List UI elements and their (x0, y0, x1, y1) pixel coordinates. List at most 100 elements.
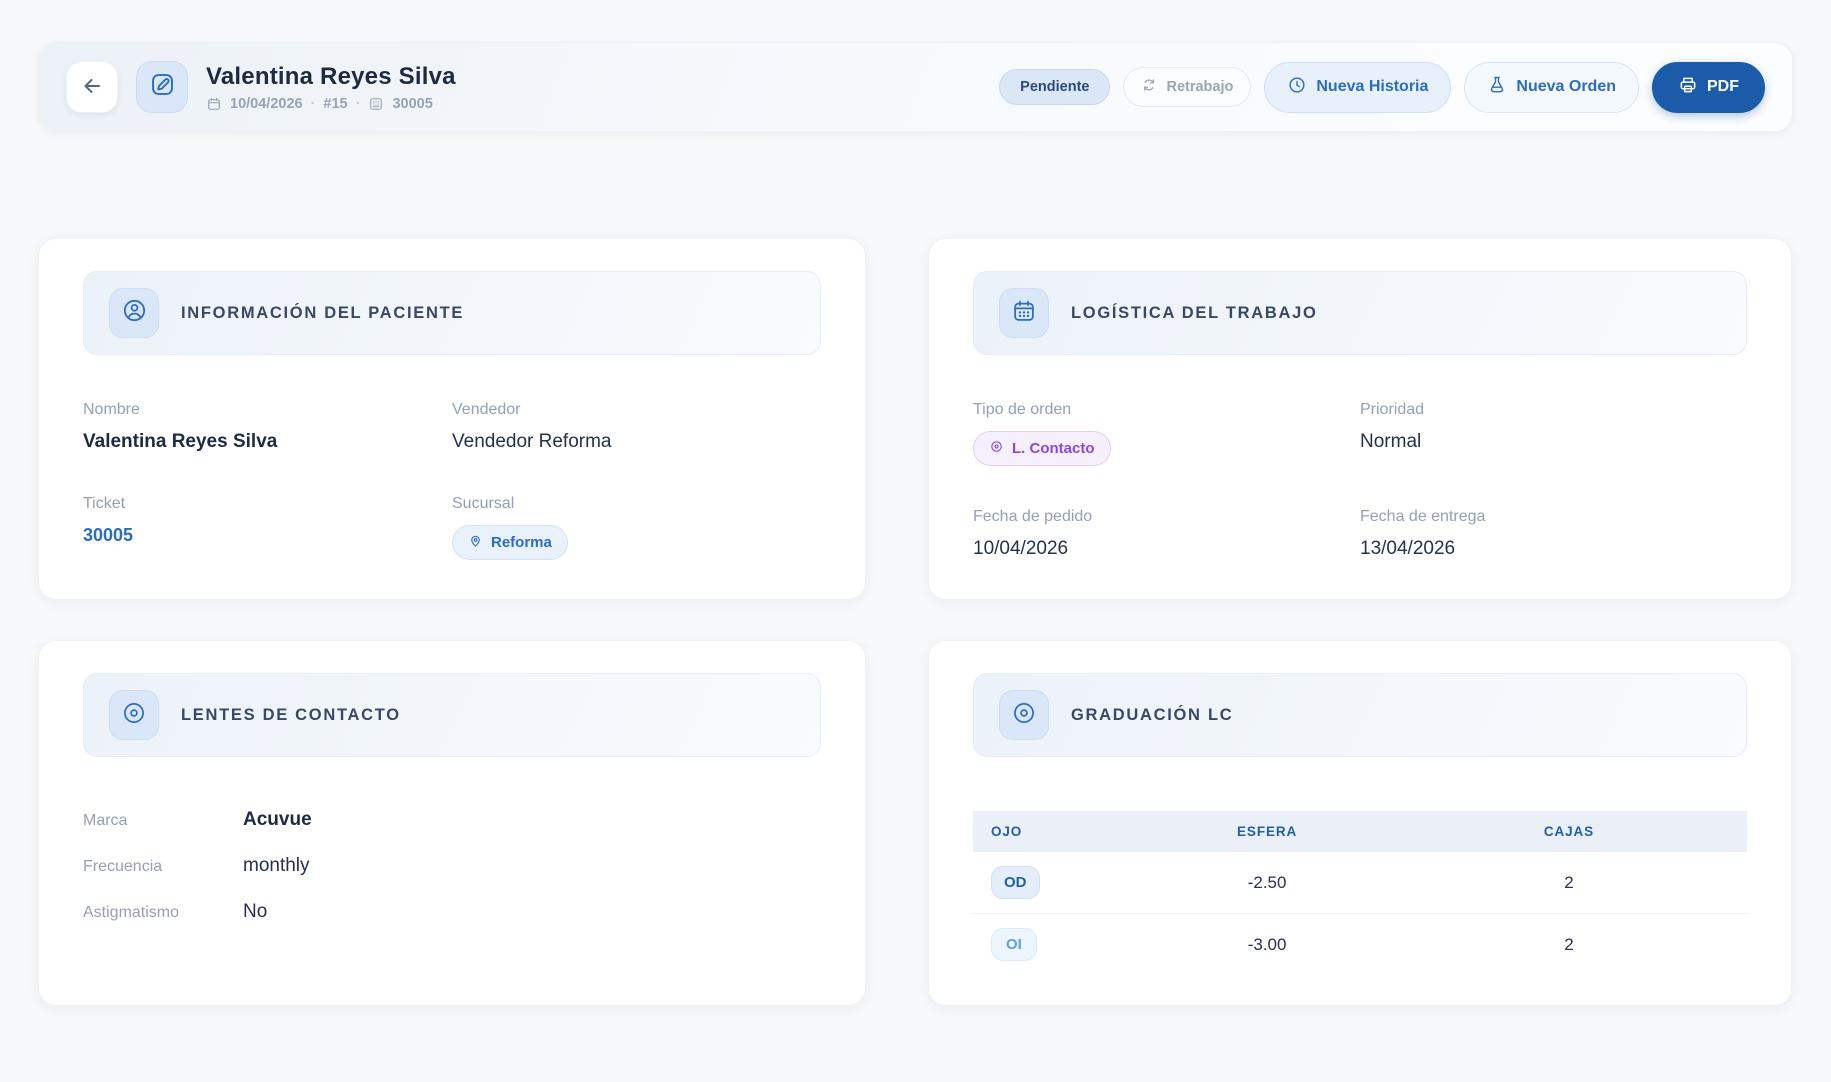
page-title: Valentina Reyes Silva (206, 62, 456, 90)
title-block: Valentina Reyes Silva 10/04/2026 · #15 ·… (206, 63, 456, 112)
logistics-card: LOGÍSTICA DEL TRABAJO Tipo de orden L. C… (928, 238, 1792, 600)
frecuencia-label: Frecuencia (83, 858, 163, 875)
calendar-icon (1011, 298, 1037, 329)
patient-info-card: INFORMACIÓN DEL PACIENTE Nombre Valentin… (38, 238, 866, 600)
nombre-value: Valentina Reyes Silva (83, 431, 278, 452)
nombre-label: Nombre (83, 401, 140, 418)
sucursal-badge-label: Reforma (491, 534, 552, 551)
header-date: 10/04/2026 (230, 95, 303, 112)
receipt-icon (368, 96, 384, 112)
map-pin-icon (468, 533, 483, 552)
table-row-oi: OI -3.00 2 (973, 914, 1747, 976)
patient-card-title: INFORMACIÓN DEL PACIENTE (181, 303, 465, 322)
logistics-fields: Tipo de orden L. Contacto Prioridad Norm… (973, 401, 1747, 560)
tipo-orden-badge-label: L. Contacto (1012, 440, 1095, 457)
graduation-chip (999, 690, 1049, 740)
oi-cajas-value: 2 (1564, 934, 1574, 954)
table-row-od: OD -2.50 2 (973, 852, 1747, 914)
lens-row-astigmatismo: Astigmatismo No (83, 901, 821, 923)
sucursal-badge: Reforma (452, 525, 568, 560)
status-badge: Pendiente (999, 69, 1111, 105)
lens-icon (121, 700, 147, 731)
prioridad-value: Normal (1360, 431, 1422, 452)
history-clock-icon (1287, 75, 1307, 100)
flask-icon (1487, 75, 1507, 100)
lens-card-title: LENTES DE CONTACTO (181, 705, 401, 724)
refresh-icon (1141, 77, 1157, 97)
back-button[interactable] (66, 61, 118, 113)
fecha-entrega-value: 13/04/2026 (1360, 538, 1456, 559)
printer-icon (1678, 75, 1698, 100)
od-esfera-value: -2.50 (1143, 852, 1391, 914)
header-meta: 10/04/2026 · #15 · 30005 (206, 96, 456, 112)
header-bar: Valentina Reyes Silva 10/04/2026 · #15 ·… (38, 42, 1793, 132)
nueva-historia-button[interactable]: Nueva Historia (1264, 61, 1452, 113)
marca-label: Marca (83, 812, 128, 829)
od-cajas-value: 2 (1390, 852, 1747, 914)
patient-card-header: INFORMACIÓN DEL PACIENTE (83, 271, 821, 355)
graduation-card-title: GRADUACIÓN LC (1071, 705, 1234, 724)
nueva-orden-button[interactable]: Nueva Orden (1464, 61, 1639, 113)
pdf-button[interactable]: PDF (1652, 61, 1765, 113)
patient-chip (109, 288, 159, 338)
col-cajas: CAJAS (1390, 811, 1747, 852)
od-badge: OD (991, 866, 1040, 899)
prioridad-label: Prioridad (1360, 401, 1425, 418)
vendedor-label: Vendedor (452, 401, 521, 418)
logistics-chip (999, 288, 1049, 338)
lens-card-header: LENTES DE CONTACTO (83, 673, 821, 757)
graduation-lc-card: GRADUACIÓN LC OJO ESFERA CAJAS OD -2.50 … (928, 640, 1792, 1006)
retrabajo-label: Retrabajo (1166, 79, 1234, 95)
sucursal-label: Sucursal (452, 495, 515, 512)
lens-row-frecuencia: Frecuencia monthly (83, 855, 821, 877)
field-fecha-entrega: Fecha de entrega 13/04/2026 (1360, 508, 1747, 560)
contact-lens-card: LENTES DE CONTACTO Marca Acuvue Frecuenc… (38, 640, 866, 1006)
frecuencia-value: monthly (243, 855, 310, 876)
fecha-entrega-label: Fecha de entrega (1360, 508, 1486, 525)
header-actions: Pendiente Retrabajo Nueva Historia Nueva… (999, 61, 1765, 113)
cards-grid: INFORMACIÓN DEL PACIENTE Nombre Valentin… (38, 238, 1793, 1006)
calendar-icon (206, 96, 222, 112)
ticket-label: Ticket (83, 495, 126, 512)
field-prioridad: Prioridad Normal (1360, 401, 1747, 466)
header-record-number: #15 (323, 95, 348, 112)
retrabajo-button[interactable]: Retrabajo (1123, 67, 1252, 107)
nueva-historia-label: Nueva Historia (1316, 78, 1429, 95)
oi-esfera-value: -3.00 (1247, 934, 1287, 954)
patient-fields: Nombre Valentina Reyes Silva Vendedor Ve… (83, 401, 821, 560)
oi-badge: OI (991, 928, 1037, 961)
edit-record-chip[interactable] (136, 61, 188, 113)
col-esfera: ESFERA (1143, 811, 1391, 852)
fecha-pedido-label: Fecha de pedido (973, 508, 1093, 525)
logistics-card-header: LOGÍSTICA DEL TRABAJO (973, 271, 1747, 355)
vendedor-value: Vendedor Reforma (452, 431, 612, 452)
lens-icon (1011, 700, 1037, 731)
pdf-label: PDF (1707, 78, 1739, 95)
marca-value: Acuvue (243, 809, 312, 830)
field-tipo-orden: Tipo de orden L. Contacto (973, 401, 1360, 466)
logistics-card-title: LOGÍSTICA DEL TRABAJO (1071, 303, 1318, 322)
field-sucursal: Sucursal Reforma (452, 495, 821, 560)
astigmatismo-value: No (243, 901, 268, 922)
graduation-card-header: GRADUACIÓN LC (973, 673, 1747, 757)
ticket-value-link[interactable]: 30005 (83, 525, 134, 545)
col-ojo: OJO (973, 811, 1144, 852)
field-fecha-pedido: Fecha de pedido 10/04/2026 (973, 508, 1360, 560)
field-ticket: Ticket 30005 (83, 495, 452, 560)
tipo-orden-label: Tipo de orden (973, 401, 1072, 418)
meta-separator: · (310, 95, 316, 112)
lens-rows: Marca Acuvue Frecuencia monthly Astigmat… (83, 809, 821, 923)
header-ticket-number: 30005 (392, 95, 433, 112)
lens-chip (109, 690, 159, 740)
meta-separator: · (355, 95, 361, 112)
edit-pencil-icon (149, 71, 176, 103)
nueva-orden-label: Nueva Orden (1516, 78, 1616, 95)
target-circle-icon (989, 439, 1004, 458)
fecha-pedido-value: 10/04/2026 (973, 538, 1069, 559)
graduation-table: OJO ESFERA CAJAS OD -2.50 2 OI -3.00 2 (973, 811, 1747, 975)
graduation-table-header-row: OJO ESFERA CAJAS (973, 811, 1747, 852)
arrow-left-icon (80, 74, 104, 101)
lens-row-marca: Marca Acuvue (83, 809, 821, 831)
field-nombre: Nombre Valentina Reyes Silva (83, 401, 452, 453)
astigmatismo-label: Astigmatismo (83, 904, 180, 921)
